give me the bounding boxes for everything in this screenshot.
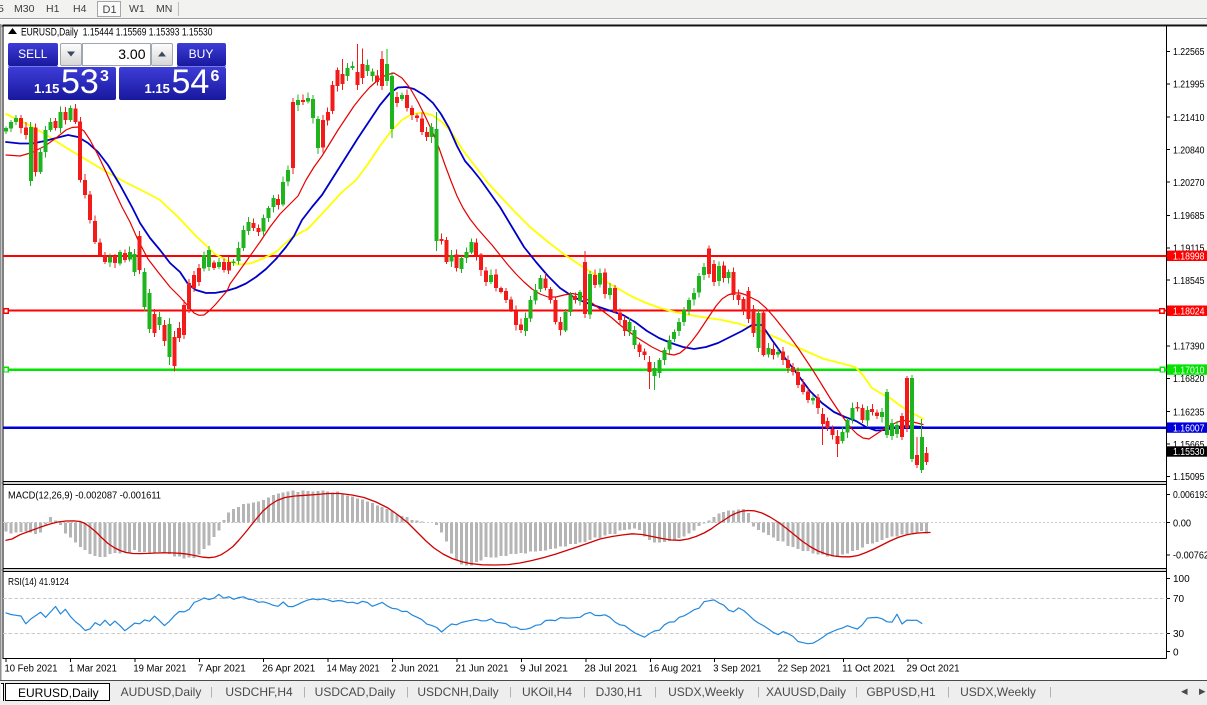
svg-text:28 Jul 2021: 28 Jul 2021 — [584, 664, 637, 675]
svg-text:10 Feb 2021: 10 Feb 2021 — [5, 664, 58, 675]
svg-text:1.19115: 1.19115 — [1173, 244, 1205, 255]
svg-text:0: 0 — [1173, 647, 1179, 658]
svg-text:9 Jul 2021: 9 Jul 2021 — [520, 664, 568, 675]
svg-text:0.00: 0.00 — [1173, 518, 1191, 529]
svg-text:100: 100 — [1173, 574, 1190, 585]
svg-text:14 May 2021: 14 May 2021 — [327, 664, 380, 675]
svg-text:30: 30 — [1173, 629, 1185, 640]
svg-text:1.21995: 1.21995 — [1173, 80, 1205, 91]
svg-text:29 Oct 2021: 29 Oct 2021 — [907, 664, 960, 675]
svg-text:1.17390: 1.17390 — [1173, 342, 1205, 353]
svg-text:0.006193: 0.006193 — [1173, 490, 1207, 501]
svg-text:1.17010: 1.17010 — [1173, 365, 1205, 376]
svg-text:70: 70 — [1173, 594, 1185, 605]
svg-text:MACD(12,26,9) -0.002087 -0.001: MACD(12,26,9) -0.002087 -0.001611 — [8, 490, 161, 502]
svg-text:1.18545: 1.18545 — [1173, 276, 1205, 287]
svg-text:16 Aug 2021: 16 Aug 2021 — [649, 664, 702, 675]
svg-text:2 Jun 2021: 2 Jun 2021 — [391, 664, 439, 675]
svg-text:1.22565: 1.22565 — [1173, 47, 1205, 58]
svg-text:1.18024: 1.18024 — [1173, 306, 1205, 317]
svg-text:1.18998: 1.18998 — [1173, 252, 1205, 263]
svg-text:7 Apr 2021: 7 Apr 2021 — [198, 664, 246, 675]
svg-text:19 Mar 2021: 19 Mar 2021 — [133, 664, 186, 675]
svg-text:26 Apr 2021: 26 Apr 2021 — [262, 664, 315, 675]
svg-text:1.15095: 1.15095 — [1173, 472, 1205, 483]
svg-text:RSI(14) 41.9124: RSI(14) 41.9124 — [8, 576, 69, 588]
svg-text:11 Oct 2021: 11 Oct 2021 — [842, 664, 895, 675]
svg-text:-0.00762: -0.00762 — [1173, 551, 1207, 562]
svg-text:EURUSD,Daily 1.15444 1.15569: EURUSD,Daily 1.15444 1.15569 1.15393 1.1… — [21, 27, 213, 39]
svg-text:1.16007: 1.16007 — [1173, 423, 1205, 434]
svg-text:1 Mar 2021: 1 Mar 2021 — [69, 664, 117, 675]
svg-text:1.15530: 1.15530 — [1173, 447, 1205, 458]
svg-text:3 Sep 2021: 3 Sep 2021 — [713, 664, 761, 675]
svg-text:1.19685: 1.19685 — [1173, 211, 1205, 222]
svg-text:1.20270: 1.20270 — [1173, 178, 1205, 189]
svg-text:22 Sep 2021: 22 Sep 2021 — [778, 664, 831, 675]
svg-text:1.15665: 1.15665 — [1173, 440, 1205, 451]
svg-text:1.21410: 1.21410 — [1173, 113, 1205, 124]
svg-text:1.16235: 1.16235 — [1173, 407, 1205, 418]
svg-text:1.20840: 1.20840 — [1173, 145, 1205, 156]
svg-text:21 Jun 2021: 21 Jun 2021 — [456, 664, 509, 675]
svg-text:1.16820: 1.16820 — [1173, 374, 1205, 385]
